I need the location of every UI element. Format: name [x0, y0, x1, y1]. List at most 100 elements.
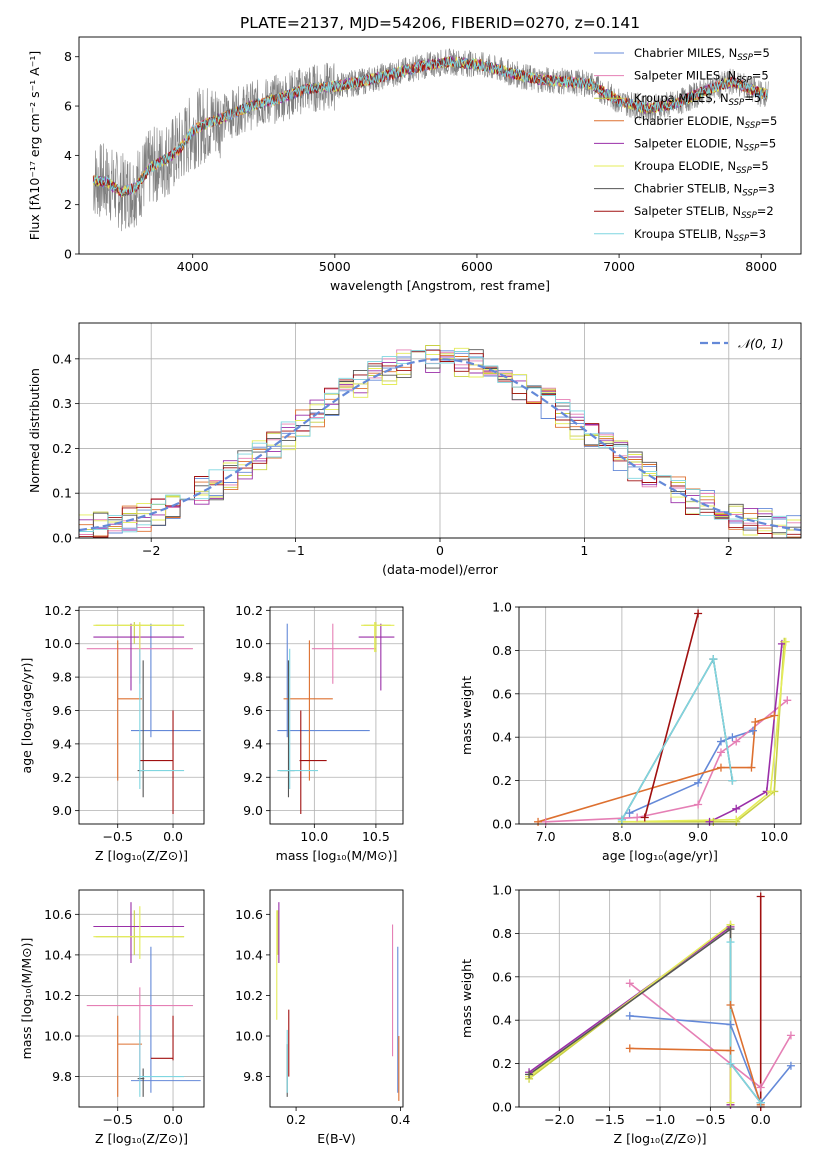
x-axis-label: mass [log₁₀(M/M⊙)]	[276, 848, 398, 863]
weight-marker	[709, 655, 718, 664]
weight-marker	[640, 813, 649, 822]
model-spectrum-kroupa-stelib	[92, 56, 769, 197]
y-tick-label: 10.6	[235, 907, 263, 922]
weight-marker	[726, 1098, 735, 1107]
weight-marker	[726, 1020, 735, 1029]
legend-subscript: SSP	[737, 53, 753, 63]
y-tick-label: 10.4	[235, 947, 263, 962]
panels: 4000 5000 6000 7000 8000 0 2 4 6 8 wavelength [Ang…	[19, 36, 802, 1146]
x-tick-label: 0.4	[390, 1112, 410, 1127]
x-axis-label: Z [log₁₀(Z/Z⊙)]	[614, 1131, 707, 1146]
legend-label-gaussian: 𝒩(0, 1)	[738, 336, 784, 351]
weight-marker	[751, 718, 760, 727]
y-tick-label: 2	[64, 197, 72, 212]
weight-marker	[766, 787, 775, 796]
y-tick-label: 0.1	[52, 486, 72, 501]
weight-marker	[756, 1098, 765, 1107]
y-tick-label: 9.0	[243, 803, 263, 818]
x-tick-label: 0.0	[163, 829, 183, 844]
y-tick-label: 9.0	[52, 803, 72, 818]
panel-age_vs_Z: −0.5 0.0 9.0 9.2 9.4 9.6 9.8 10.0 10.2 Z [log₁₀(Z…	[19, 603, 205, 863]
weight-marker	[756, 892, 765, 901]
weight-marker	[541, 817, 550, 826]
weight-marker	[781, 637, 790, 646]
y-tick-label: 10.2	[44, 603, 72, 618]
weight-line	[621, 656, 734, 821]
plot-area	[537, 613, 788, 823]
legend-label: Salpeter ELODIE, NSSP=5	[634, 136, 776, 153]
axes-frame	[518, 606, 802, 825]
weight-marker	[786, 1061, 795, 1070]
panel-mass_vs_Z: −0.5 0.0 9.8 10.0 10.2 10.4 10.6 Z [log₁₀(Z/Z⊙)…	[19, 889, 205, 1146]
weight-line	[537, 714, 775, 823]
legend-label: Salpeter MILES, NSSP=5	[634, 69, 769, 86]
x-tick-label: 2	[725, 543, 733, 558]
legend-subscript: SSP	[744, 143, 760, 153]
weight-marker	[525, 1070, 534, 1079]
y-tick-label: 0.2	[492, 773, 512, 788]
x-tick-label: −1.0	[645, 1112, 675, 1127]
legend-subscript: SSP	[729, 98, 745, 108]
weight-marker	[726, 1046, 735, 1055]
legend-tail: =3	[758, 182, 775, 196]
axes-frame	[518, 889, 802, 1108]
legend-tail: =5	[752, 159, 769, 173]
plot-area	[79, 345, 801, 538]
x-axis-label: wavelength [Angstrom, rest frame]	[330, 278, 550, 293]
x-tick-label: 7.0	[536, 829, 556, 844]
y-tick-label: 1.0	[492, 883, 512, 898]
x-tick-label: 9.0	[688, 829, 708, 844]
x-tick-label: −0.5	[103, 1112, 133, 1127]
panel-age_vs_mass: 10.0 10.5 9.0 9.2 9.4 9.6 9.8 10.0 10.2 mass [log…	[235, 603, 404, 863]
weight-marker	[625, 1011, 634, 1020]
weight-marker	[726, 1001, 735, 1010]
weight-line	[644, 613, 699, 818]
weight-line	[621, 656, 734, 821]
plot-area	[276, 902, 400, 1101]
legend-tail: =2	[757, 204, 774, 218]
weight-line	[629, 982, 792, 1089]
y-axis-label: mass weight	[459, 959, 474, 1038]
legend-label: Chabrier MILES, NSSP=5	[634, 46, 770, 63]
x-tick-label: 7000	[603, 259, 635, 274]
y-tick-label: 9.8	[52, 1069, 72, 1084]
x-axis-label: E(B-V)	[317, 1131, 356, 1146]
panel-mass_vs_ebv: 0.2 0.4 9.8 10.0 10.2 10.4 10.6 E(B-V)	[235, 889, 410, 1146]
y-tick-label: 0.0	[492, 1100, 512, 1115]
legend-subscript: SSP	[734, 234, 750, 244]
y-tick-label: 0.0	[492, 817, 512, 832]
x-tick-label: 0	[436, 543, 444, 558]
weight-marker	[732, 737, 741, 746]
panel-weight_vs_Z: −2.0 −1.5 −1.0 −0.5 0.0 0.0 0.2 0.4 0.6 0.8 1.0 Z […	[459, 883, 802, 1146]
x-axis-label: Z [log₁₀(Z/Z⊙)]	[95, 848, 188, 863]
weight-marker	[783, 696, 792, 705]
y-tick-label: 10.2	[44, 988, 72, 1003]
axes-frame	[78, 889, 205, 1108]
legend-subscript: SSP	[741, 211, 757, 221]
legend-subscript: SSP	[736, 166, 752, 176]
y-axis-label: Flux [fλ10⁻¹⁷ erg cm⁻² s⁻¹ A⁻¹]	[27, 51, 42, 240]
x-tick-label: 0.0	[163, 1112, 183, 1127]
legend-subscript: SSP	[745, 121, 761, 131]
y-tick-label: 9.4	[243, 736, 263, 751]
weight-marker	[728, 776, 737, 785]
legend-tail: =5	[753, 46, 770, 60]
weight-marker	[633, 813, 642, 822]
gaussian-curve	[79, 358, 801, 532]
weight-marker	[756, 1083, 765, 1092]
x-axis-label: Z [log₁₀(Z/Z⊙)]	[95, 1131, 188, 1146]
weight-marker	[747, 763, 756, 772]
weight-line	[629, 1015, 792, 1105]
y-tick-label: 10.4	[44, 947, 72, 962]
weight-marker	[748, 726, 757, 735]
y-tick-label: 9.2	[52, 770, 72, 785]
y-axis-label: Normed distribution	[27, 368, 42, 493]
weight-marker	[726, 925, 735, 934]
y-tick-label: 9.6	[243, 703, 263, 718]
weight-marker	[617, 815, 626, 824]
legend-subscript: SSP	[736, 76, 752, 86]
y-tick-label: 10.0	[235, 1029, 263, 1044]
y-tick-label: 0.2	[492, 1056, 512, 1071]
y-tick-label: 1.0	[492, 600, 512, 615]
x-tick-label: 4000	[177, 259, 209, 274]
